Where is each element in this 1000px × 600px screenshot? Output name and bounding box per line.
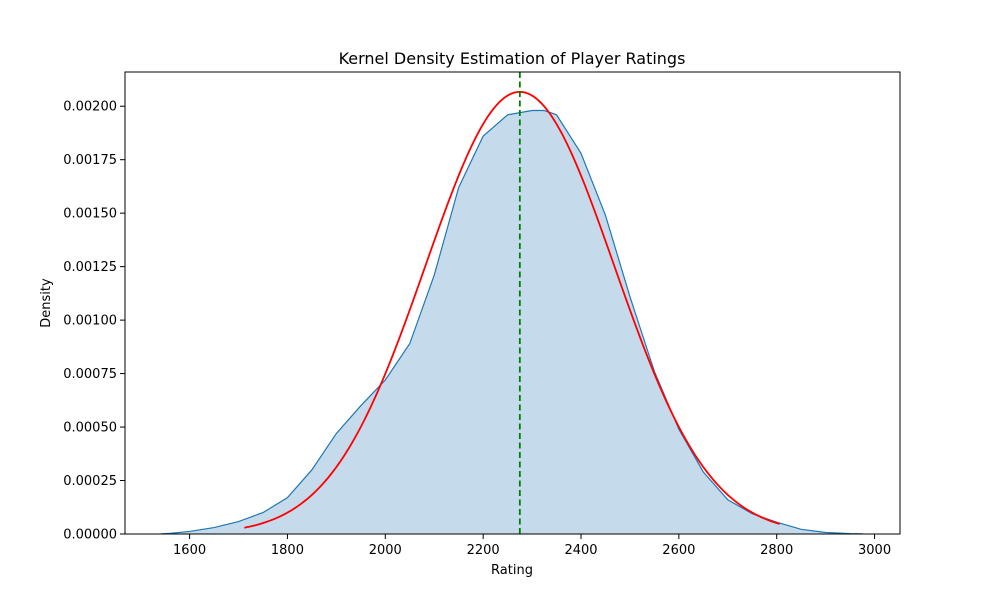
x-tick-label: 1800 — [271, 543, 304, 558]
y-tick-label: 0.00200 — [63, 100, 117, 115]
y-tick-label: 0.00075 — [63, 367, 117, 382]
x-tick-label: 2200 — [467, 543, 500, 558]
axes-frame — [124, 71, 901, 535]
x-tick-label: 2400 — [564, 543, 597, 558]
plot-area — [161, 72, 863, 535]
normal-fit-curve — [244, 90, 780, 529]
x-axis-label: Rating — [491, 563, 533, 578]
y-tick-label: 0.00175 — [63, 153, 117, 168]
x-tick-label: 3000 — [858, 543, 891, 558]
y-tick-label: 0.00150 — [63, 207, 117, 222]
y-axis-label: Density — [39, 278, 54, 328]
x-axis: 1600 1800 2000 2200 2400 2600 2800 3000 — [173, 534, 891, 558]
x-tick-label: 2000 — [369, 543, 402, 558]
kde-fill-area — [161, 110, 863, 534]
chart-title: Kernel Density Estimation of Player Rati… — [339, 49, 686, 68]
x-tick-label: 1600 — [173, 543, 206, 558]
y-axis: 0.00000 0.00025 0.00050 0.00075 0.00100 0.001… — [63, 100, 125, 543]
y-tick-label: 0.00050 — [63, 421, 117, 436]
y-tick-label: 0.00000 — [63, 528, 117, 543]
x-tick-label: 2600 — [662, 543, 695, 558]
y-tick-label: 0.00100 — [63, 314, 117, 329]
x-tick-label: 2800 — [760, 543, 793, 558]
y-tick-label: 0.00125 — [63, 260, 117, 275]
y-tick-label: 0.00025 — [63, 474, 117, 489]
